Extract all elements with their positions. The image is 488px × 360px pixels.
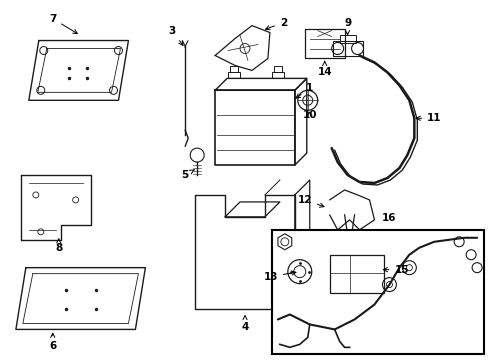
Text: 10: 10 [302,110,316,120]
Text: 4: 4 [241,316,248,332]
Text: 1: 1 [295,84,313,98]
Text: 13: 13 [263,271,295,282]
Bar [329,255,384,293]
Text: 2: 2 [265,18,286,30]
Bar [271,72,283,78]
Bar [227,72,240,78]
Bar [273,67,281,72]
Bar [339,35,355,42]
Text: 14: 14 [317,62,331,77]
Text: 15: 15 [383,265,408,275]
Text: 7: 7 [49,14,77,33]
Text: 5: 5 [181,170,194,180]
Text: 9: 9 [344,18,350,35]
Text: 11: 11 [415,113,441,123]
Text: 8: 8 [55,239,62,253]
Bar [271,230,483,354]
Text: 16: 16 [382,213,396,223]
Bar [332,41,362,57]
Text: 12: 12 [297,195,324,207]
Bar [229,67,238,72]
Text: 6: 6 [49,333,56,351]
Text: 3: 3 [168,26,183,45]
